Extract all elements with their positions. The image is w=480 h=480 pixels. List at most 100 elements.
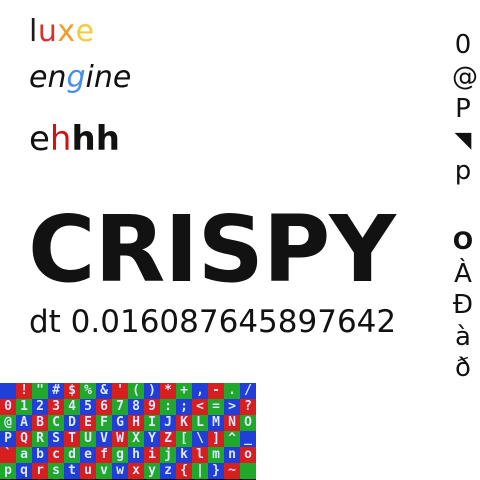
atlas-glyph: * xyxy=(160,383,176,399)
atlas-glyph xyxy=(240,463,256,479)
atlas-glyph: T xyxy=(64,431,80,447)
atlas-glyph: p xyxy=(0,463,16,479)
atlas-glyph: / xyxy=(240,383,256,399)
atlas-glyph: 6 xyxy=(96,399,112,415)
font-atlas-texture: ! " # $% & '() * +, -./0 1 2 3 4 5 6 7 8 9:; < = >? @ A B C D E F G H… xyxy=(0,383,256,480)
atlas-row: p q r s t u v w x y z{|} ~ xyxy=(0,463,256,479)
ehhh-text: ehhh xyxy=(29,119,120,159)
atlas-glyph: K xyxy=(176,415,192,431)
atlas-glyph: R xyxy=(32,431,48,447)
atlas-row: ` a b c d e f g h i j k l m n o xyxy=(0,447,256,463)
atlas-glyph: U xyxy=(80,431,96,447)
atlas-glyph: 8 xyxy=(128,399,144,415)
atlas-glyph: | xyxy=(192,463,208,479)
atlas-glyph: , xyxy=(192,383,208,399)
glyph-p: p xyxy=(454,156,472,186)
atlas-glyph: i xyxy=(144,447,160,463)
atlas-glyph: E xyxy=(80,415,96,431)
atlas-glyph: ( xyxy=(128,383,144,399)
atlas-glyph: W xyxy=(112,431,128,447)
atlas-glyph: [ xyxy=(176,431,192,447)
glyph-backtick: ◥ xyxy=(454,128,472,153)
atlas-glyph: + xyxy=(176,383,192,399)
atlas-glyph: N xyxy=(224,415,240,431)
glyph-at: @ xyxy=(452,62,478,92)
atlas-glyph: k xyxy=(176,447,192,463)
atlas-glyph: 4 xyxy=(64,399,80,415)
atlas-glyph: 3 xyxy=(48,399,64,415)
atlas-row: @ A B C D E F G H I J K L M N O xyxy=(0,415,256,431)
atlas-glyph: < xyxy=(192,399,208,415)
atlas-glyph: z xyxy=(160,463,176,479)
atlas-glyph: 2 xyxy=(32,399,48,415)
crispy-headline: CRISPY xyxy=(28,196,396,303)
atlas-glyph: 1 xyxy=(16,399,32,415)
atlas-glyph: j xyxy=(160,447,176,463)
atlas-glyph: # xyxy=(48,383,64,399)
atlas-glyph: y xyxy=(144,463,160,479)
glyph-eth: ð xyxy=(455,353,471,383)
atlas-glyph: P xyxy=(0,431,16,447)
atlas-glyph: u xyxy=(80,463,96,479)
atlas-glyph: q xyxy=(16,463,32,479)
atlas-glyph: % xyxy=(80,383,96,399)
luxe-wordmark: luxe xyxy=(29,14,95,50)
engine-segment: en xyxy=(29,60,67,95)
ehhh-letter: h xyxy=(95,119,120,159)
atlas-glyph: M xyxy=(208,415,224,431)
atlas-glyph: ? xyxy=(240,399,256,415)
luxe-letter: l xyxy=(29,14,38,49)
atlas-glyph: } xyxy=(208,463,224,479)
atlas-glyph: x xyxy=(128,463,144,479)
atlas-glyph: n xyxy=(224,447,240,463)
atlas-glyph: 9 xyxy=(144,399,160,415)
delta-time-readout: dt 0.016087645897642 xyxy=(29,304,397,340)
atlas-glyph: r xyxy=(32,463,48,479)
atlas-glyph: f xyxy=(96,447,112,463)
atlas-glyph: > xyxy=(224,399,240,415)
atlas-glyph: 5 xyxy=(80,399,96,415)
atlas-glyph: ) xyxy=(144,383,160,399)
engine-segment: g xyxy=(66,60,86,95)
atlas-glyph: & xyxy=(96,383,112,399)
atlas-glyph: w xyxy=(112,463,128,479)
atlas-glyph: @ xyxy=(0,415,16,431)
atlas-glyph: ^ xyxy=(224,431,240,447)
atlas-glyph: \ xyxy=(192,431,208,447)
atlas-glyph: e xyxy=(80,447,96,463)
atlas-row: 0 1 2 3 4 5 6 7 8 9:; < = >? xyxy=(0,399,256,415)
atlas-glyph: L xyxy=(192,415,208,431)
atlas-glyph: 0 xyxy=(0,399,16,415)
atlas-glyph: V xyxy=(96,431,112,447)
ehhh-letter: h xyxy=(49,119,72,159)
atlas-glyph: Z xyxy=(160,431,176,447)
atlas-glyph: D xyxy=(64,415,80,431)
engine-wordmark: engine xyxy=(29,60,131,96)
atlas-glyph: J xyxy=(160,415,176,431)
atlas-glyph: Y xyxy=(144,431,160,447)
atlas-glyph: d xyxy=(64,447,80,463)
atlas-glyph: a xyxy=(16,447,32,463)
atlas-glyph: m xyxy=(208,447,224,463)
luxe-letter: e xyxy=(75,14,95,49)
atlas-glyph: g xyxy=(112,447,128,463)
engine-segment: ine xyxy=(85,60,132,95)
atlas-glyph: H xyxy=(128,415,144,431)
atlas-glyph: : xyxy=(160,399,176,415)
atlas-glyph: ~ xyxy=(224,463,240,479)
atlas-glyph: ` xyxy=(0,447,16,463)
atlas-glyph: _ xyxy=(240,431,256,447)
atlas-glyph: B xyxy=(32,415,48,431)
atlas-glyph: b xyxy=(32,447,48,463)
atlas-glyph: t xyxy=(64,463,80,479)
atlas-glyph: Q xyxy=(16,431,32,447)
atlas-glyph: 7 xyxy=(112,399,128,415)
atlas-glyph: G xyxy=(112,415,128,431)
atlas-glyph: = xyxy=(208,399,224,415)
glyph-zero: 0 xyxy=(454,30,472,60)
atlas-glyph: $ xyxy=(64,383,80,399)
atlas-glyph: ' xyxy=(112,383,128,399)
atlas-glyph: C xyxy=(48,415,64,431)
atlas-glyph: F xyxy=(96,415,112,431)
atlas-glyph: ] xyxy=(208,431,224,447)
